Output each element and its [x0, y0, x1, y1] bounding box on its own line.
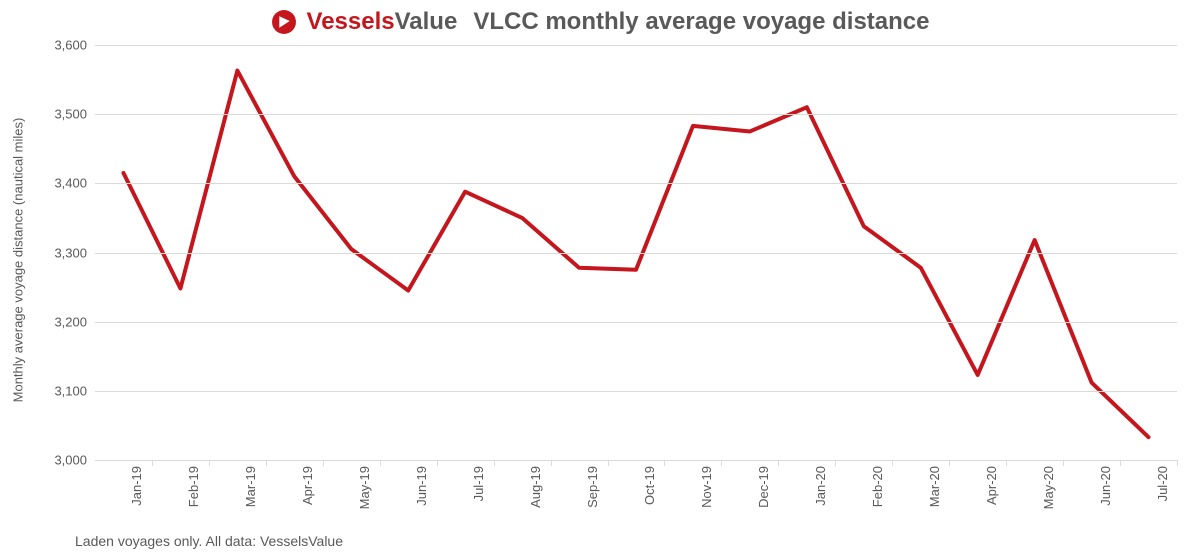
x-tick-label: Jun-19: [414, 466, 429, 522]
x-tick-label: Jan-19: [129, 466, 144, 522]
y-tick-label: 3,600: [54, 38, 95, 53]
x-tick: [209, 460, 210, 466]
x-tick: [778, 460, 779, 466]
x-tick-label: Jul-20: [1155, 466, 1170, 522]
x-tick-label: Jan-20: [813, 466, 828, 522]
x-tick: [494, 460, 495, 466]
x-tick-label: Jun-20: [1098, 466, 1113, 522]
data-line: [123, 71, 1148, 438]
x-tick: [721, 460, 722, 466]
y-tick-label: 3,100: [54, 383, 95, 398]
brand-vessels: Vessels: [307, 8, 395, 35]
x-tick-label: Mar-20: [927, 466, 942, 522]
x-tick-label: May-19: [357, 466, 372, 522]
x-tick: [835, 460, 836, 466]
x-tick: [664, 460, 665, 466]
x-tick-label: Dec-19: [756, 466, 771, 522]
x-tick: [1120, 460, 1121, 466]
x-tick: [323, 460, 324, 466]
x-tick-label: Feb-19: [186, 466, 201, 522]
gridline: [95, 183, 1177, 184]
x-tick: [380, 460, 381, 466]
y-tick-label: 3,000: [54, 453, 95, 468]
x-tick-label: Apr-19: [300, 466, 315, 522]
x-tick: [892, 460, 893, 466]
x-tick: [1177, 460, 1178, 466]
x-tick-label: Sep-19: [585, 466, 600, 522]
plot-area: 3,0003,1003,2003,3003,4003,5003,600Jan-1…: [95, 45, 1177, 460]
gridline: [95, 253, 1177, 254]
x-tick-label: Jul-19: [471, 466, 486, 522]
y-tick-label: 3,200: [54, 314, 95, 329]
gridline: [95, 114, 1177, 115]
y-tick-label: 3,500: [54, 107, 95, 122]
x-tick: [1063, 460, 1064, 466]
brand-text: VesselsValue: [307, 8, 458, 36]
vesselsvalue-logo-icon: [271, 9, 297, 35]
x-tick: [1006, 460, 1007, 466]
gridline: [95, 45, 1177, 46]
gridline: [95, 391, 1177, 392]
x-tick-label: Mar-19: [243, 466, 258, 522]
y-tick-label: 3,400: [54, 176, 95, 191]
x-tick-label: Apr-20: [984, 466, 999, 522]
y-axis-title: Monthly average voyage distance (nautica…: [11, 118, 26, 403]
x-tick-label: May-20: [1041, 466, 1056, 522]
y-tick-label: 3,300: [54, 245, 95, 260]
chart-title: VLCC monthly average voyage distance: [473, 8, 929, 36]
gridline: [95, 460, 1177, 461]
x-tick: [266, 460, 267, 466]
title-bar: VesselsValue VLCC monthly average voyage…: [0, 8, 1200, 40]
x-tick-label: Oct-19: [642, 466, 657, 522]
gridline: [95, 322, 1177, 323]
chart-container: VesselsValue VLCC monthly average voyage…: [0, 0, 1200, 559]
x-tick: [437, 460, 438, 466]
x-tick: [551, 460, 552, 466]
x-tick: [608, 460, 609, 466]
chart-footnote: Laden voyages only. All data: VesselsVal…: [75, 533, 343, 549]
x-tick-label: Nov-19: [699, 466, 714, 522]
x-tick: [949, 460, 950, 466]
x-tick: [152, 460, 153, 466]
brand-value: Value: [395, 8, 458, 35]
x-tick-label: Feb-20: [870, 466, 885, 522]
x-tick-label: Aug-19: [528, 466, 543, 522]
